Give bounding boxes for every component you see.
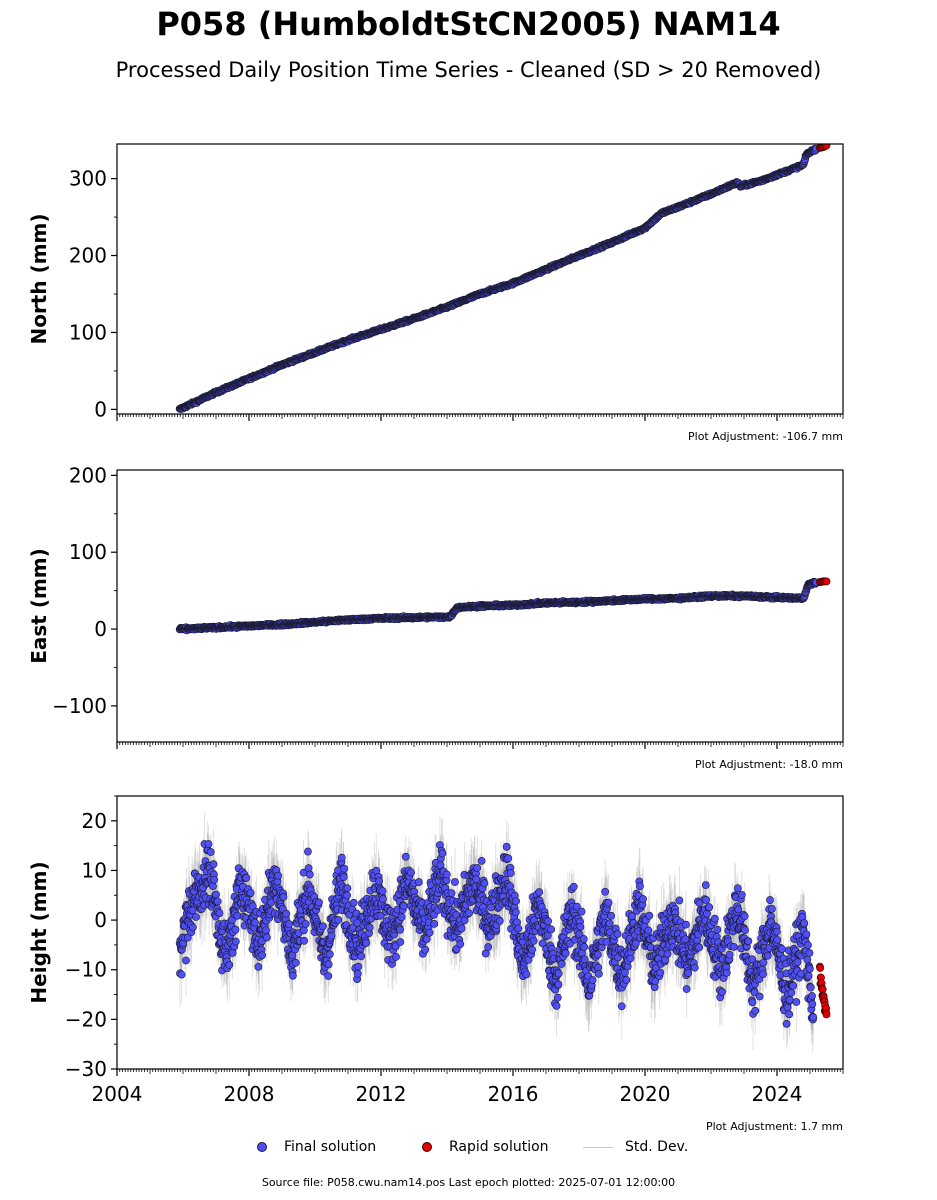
data-markers <box>175 144 831 1028</box>
chart-title: P058 (HumboldtStCN2005) NAM14 <box>156 5 781 43</box>
chart-subtitle: Processed Daily Position Time Series - C… <box>115 58 822 82</box>
